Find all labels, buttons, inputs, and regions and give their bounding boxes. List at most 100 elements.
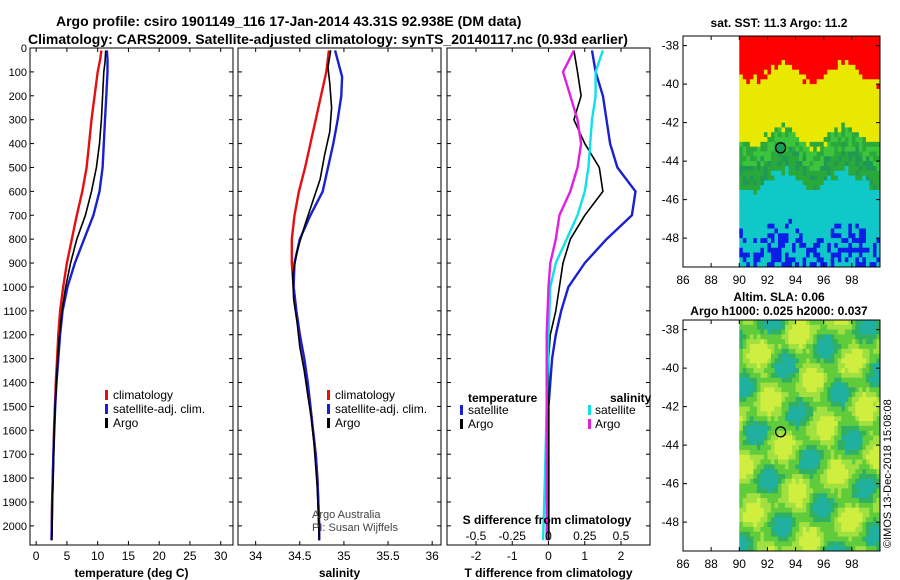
map-cell (774, 512, 779, 518)
map-cell (763, 459, 768, 465)
map-cell (777, 127, 782, 133)
map-cell (830, 348, 835, 355)
map-cell (806, 257, 811, 263)
map-cell (872, 108, 877, 114)
map-cell (785, 242, 789, 249)
map-cell (742, 117, 747, 124)
map-cell (742, 156, 747, 162)
map-cell (869, 387, 874, 393)
map-cell (858, 358, 863, 364)
map-cell (848, 199, 853, 205)
map-cell (792, 430, 796, 436)
map-cell (763, 238, 768, 244)
map-cell (851, 401, 856, 408)
map-cell (823, 430, 828, 436)
map-cell (746, 425, 751, 432)
map-cell (799, 137, 804, 143)
map-cell (763, 387, 768, 393)
map-cell (827, 526, 832, 533)
map-cell (872, 469, 877, 475)
map-cell (876, 541, 881, 547)
map-cell (809, 382, 814, 388)
map-cell (834, 334, 839, 340)
map-cell (837, 421, 842, 427)
map-cell (799, 36, 804, 42)
map-cell (837, 512, 842, 518)
map-cell (851, 387, 856, 393)
map-cell (742, 190, 747, 196)
map-cell (753, 478, 758, 485)
map-cell (806, 233, 811, 239)
map-cell (858, 474, 863, 480)
map-cell (792, 526, 796, 533)
map-cell (823, 449, 828, 456)
map-cell (760, 161, 765, 167)
map-cell (760, 223, 765, 229)
map-cell (872, 218, 877, 225)
map-cell (749, 170, 754, 176)
map-cell (788, 209, 793, 215)
map-cell (781, 127, 786, 133)
map-cell (816, 329, 821, 335)
map-cell (792, 146, 796, 152)
map-cell (739, 469, 744, 475)
map-cell (862, 397, 867, 403)
map-cell (760, 474, 765, 480)
map-cell (746, 161, 751, 167)
map-cell (792, 421, 796, 427)
map-cell (806, 185, 811, 191)
map-cell (834, 194, 839, 201)
map-cell (834, 233, 839, 239)
map-cell (851, 372, 856, 379)
map-cell (774, 464, 779, 470)
map-cell (855, 339, 860, 345)
map-cell (844, 348, 849, 355)
map-cell (816, 344, 821, 350)
map-cell (823, 161, 828, 167)
x-tick-label: 10 (91, 549, 105, 563)
map-cell (876, 93, 881, 99)
map-cell (770, 55, 775, 61)
map-cell (855, 512, 860, 518)
map-cell (746, 36, 751, 42)
map-cell (799, 214, 804, 220)
map-cell (841, 175, 846, 181)
map-cell (785, 397, 789, 403)
x-tick-label: 0 (545, 549, 552, 563)
map-cell (872, 93, 877, 99)
map-cell (813, 397, 818, 403)
map-cell (820, 141, 825, 148)
map-cell (795, 113, 800, 119)
map-cell (837, 36, 842, 42)
legend-label: satellite (468, 403, 509, 417)
map-cell (742, 541, 747, 547)
map-cell (865, 252, 870, 258)
map-cell (785, 257, 789, 263)
map-cell (785, 488, 789, 494)
map-cell (858, 324, 863, 331)
map-cell (802, 60, 807, 66)
map-cell (851, 464, 856, 470)
map-cell (827, 156, 832, 162)
map-cell (869, 392, 874, 398)
map-cell (862, 459, 867, 465)
map-cell (823, 204, 828, 210)
map-cell (834, 69, 839, 75)
map-cell (837, 425, 842, 432)
map-cell (830, 334, 835, 340)
map-cell (837, 69, 842, 75)
map-cell (862, 541, 867, 547)
map-cell (802, 218, 807, 225)
map-cell (837, 127, 842, 133)
map-cell (851, 440, 856, 446)
map-cell (739, 257, 744, 263)
map-cell (858, 493, 863, 499)
map-cell (749, 382, 754, 388)
map-cell (823, 348, 828, 355)
map-cell (742, 79, 747, 85)
map-cell (746, 40, 751, 47)
map-cell (876, 127, 881, 133)
map-cell (806, 64, 811, 71)
map-cell (844, 474, 849, 480)
map-cell (763, 98, 768, 104)
